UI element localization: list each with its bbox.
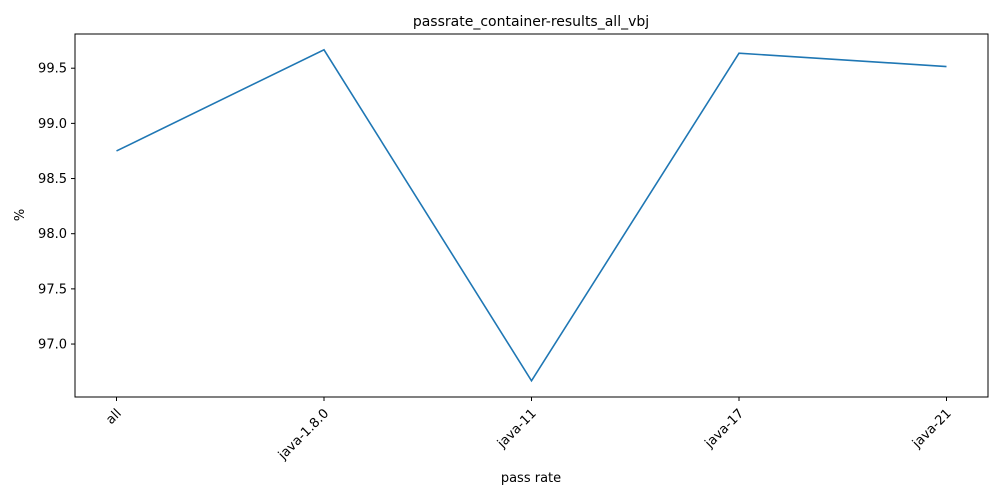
x-tick-label: java-17 xyxy=(702,406,748,452)
y-tick-label: 99.0 xyxy=(38,117,67,132)
x-tick-label: java-11 xyxy=(494,406,540,452)
y-tick-label: 98.0 xyxy=(38,227,67,242)
y-tick-label: 97.5 xyxy=(38,282,67,297)
x-tick-label: java-1.8.0 xyxy=(275,406,332,463)
x-tick-label: java-21 xyxy=(909,406,955,452)
y-axis-label: % xyxy=(13,209,28,221)
x-tick-label: all xyxy=(103,406,124,427)
series-line xyxy=(116,48,947,383)
y-tick-label: 98.5 xyxy=(38,172,67,187)
plot-area: 97.0 97.5 98.0 98.5 99.0 99.5 all java-1.8.0 jav… xyxy=(38,33,989,464)
chart-title: passrate_container-results_all_vbj xyxy=(413,14,649,30)
y-tick-label: 97.0 xyxy=(38,338,67,353)
x-axis-label: pass rate xyxy=(501,471,561,486)
y-tick-label: 99.5 xyxy=(38,62,67,77)
axes-frame xyxy=(74,33,989,398)
